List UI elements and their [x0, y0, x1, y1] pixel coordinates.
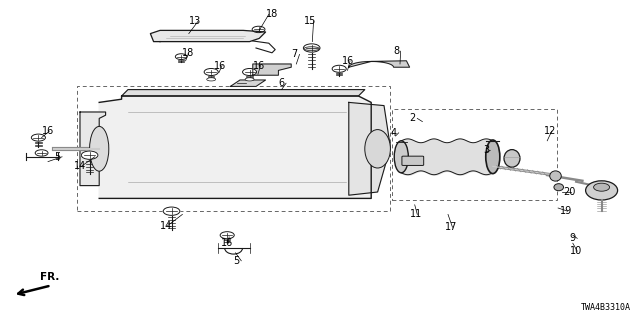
- Ellipse shape: [394, 141, 408, 173]
- Circle shape: [303, 44, 320, 52]
- Text: 17: 17: [445, 222, 457, 232]
- Text: 12: 12: [544, 126, 556, 136]
- Text: 16: 16: [42, 126, 54, 136]
- Text: 14: 14: [160, 220, 172, 231]
- Text: 10: 10: [570, 246, 582, 256]
- Circle shape: [35, 150, 48, 156]
- Polygon shape: [230, 80, 266, 86]
- Polygon shape: [99, 96, 371, 198]
- Circle shape: [220, 232, 234, 239]
- Polygon shape: [253, 64, 291, 75]
- Circle shape: [31, 134, 45, 141]
- Text: 16: 16: [214, 60, 227, 71]
- Text: 14: 14: [74, 161, 86, 172]
- Ellipse shape: [486, 140, 500, 173]
- Text: 11: 11: [410, 209, 422, 220]
- Text: 13: 13: [189, 16, 201, 26]
- Text: TWA4B3310A: TWA4B3310A: [580, 303, 630, 312]
- Ellipse shape: [365, 130, 390, 168]
- Ellipse shape: [593, 183, 609, 191]
- Ellipse shape: [304, 47, 319, 51]
- Polygon shape: [122, 90, 365, 96]
- Circle shape: [243, 68, 257, 76]
- Circle shape: [175, 54, 187, 60]
- Text: 19: 19: [560, 206, 572, 216]
- Circle shape: [163, 207, 180, 215]
- Circle shape: [252, 26, 265, 33]
- Text: 3: 3: [483, 145, 490, 156]
- Text: 20: 20: [563, 187, 575, 197]
- Ellipse shape: [207, 78, 216, 81]
- Text: 4: 4: [390, 128, 397, 138]
- Ellipse shape: [245, 78, 254, 81]
- Text: 8: 8: [394, 46, 400, 56]
- Circle shape: [81, 151, 98, 159]
- Text: 16: 16: [221, 238, 233, 248]
- Text: 2: 2: [410, 113, 416, 124]
- Circle shape: [332, 65, 346, 72]
- Text: 15: 15: [304, 16, 316, 26]
- Text: 5: 5: [54, 152, 61, 162]
- Circle shape: [204, 68, 218, 76]
- Text: 6: 6: [278, 78, 285, 88]
- Ellipse shape: [586, 181, 618, 200]
- Text: 18: 18: [266, 9, 278, 20]
- Polygon shape: [349, 102, 390, 195]
- Ellipse shape: [90, 126, 109, 171]
- Polygon shape: [349, 61, 410, 67]
- Ellipse shape: [504, 149, 520, 167]
- Text: FR.: FR.: [40, 272, 59, 282]
- Ellipse shape: [554, 184, 564, 191]
- Text: 5: 5: [234, 256, 240, 266]
- FancyBboxPatch shape: [402, 156, 424, 165]
- Text: 16: 16: [253, 60, 265, 71]
- Polygon shape: [80, 112, 106, 186]
- Text: 7: 7: [291, 49, 298, 60]
- Text: 16: 16: [342, 56, 355, 66]
- Text: 9: 9: [570, 233, 576, 244]
- Polygon shape: [150, 30, 266, 42]
- Text: 18: 18: [182, 48, 195, 58]
- Ellipse shape: [550, 171, 561, 181]
